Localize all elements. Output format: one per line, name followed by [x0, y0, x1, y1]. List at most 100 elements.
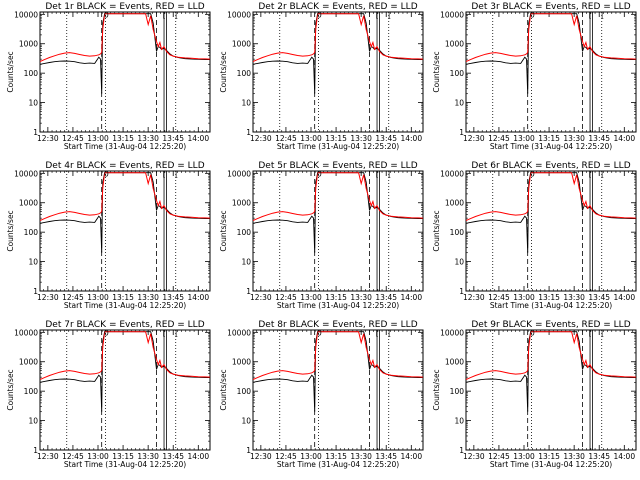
x-tick-label: 12:45 [62, 293, 84, 302]
x-tick-label: 13:30 [563, 293, 585, 302]
series-events [253, 331, 423, 412]
x-tick-label: 12:30 [37, 134, 59, 143]
x-tick-label: 13:15 [325, 293, 347, 302]
x-tick-label: 13:15 [112, 452, 134, 461]
y-tick-label: 100 [237, 387, 252, 396]
plot-frame [39, 170, 211, 292]
x-tick-label: 12:30 [250, 134, 272, 143]
x-tick-label: 12:30 [37, 293, 59, 302]
y-tick-label: 10000 [440, 169, 464, 178]
y-tick-label: 100 [24, 228, 39, 237]
x-tick-label: 12:45 [275, 134, 297, 143]
x-axis-label: Start Time (31-Aug-04 12:25:20) [490, 301, 612, 310]
series-lld [466, 331, 636, 380]
series-events [466, 13, 636, 94]
top-mark: [ [376, 10, 379, 19]
x-axis-label: Start Time (31-Aug-04 12:25:20) [277, 301, 399, 310]
x-tick-label: 13:30 [350, 452, 372, 461]
plot-frame [465, 170, 637, 292]
top-mark: 0 [530, 169, 535, 178]
top-mark: 0 [530, 328, 535, 337]
top-mark: 0 [104, 10, 109, 19]
top-mark: [ [175, 328, 178, 337]
top-mark: 0 [104, 328, 109, 337]
y-axis-label: Counts/sec [219, 369, 228, 410]
top-mark: [ [601, 10, 604, 19]
x-tick-label: 14:00 [613, 134, 635, 143]
x-tick-label: 12:45 [62, 452, 84, 461]
x-axis-label: Start Time (31-Aug-04 12:25:20) [490, 460, 612, 469]
y-tick-label: 10 [454, 258, 464, 267]
x-tick-label: 12:45 [488, 293, 510, 302]
y-tick-label: 1000 [445, 199, 464, 208]
x-tick-label: 13:30 [137, 293, 159, 302]
series-events [40, 172, 210, 253]
series-events [40, 13, 210, 94]
panel-title: Det 9r BLACK = Events, RED = LLD [471, 320, 630, 330]
x-tick-label: 13:00 [87, 293, 109, 302]
y-tick-label: 1 [33, 287, 38, 296]
plot-frame [252, 329, 424, 451]
panel-7: Det 7r BLACK = Events, RED = LLD 1 10 100 10… [6, 320, 211, 469]
y-axis-label: Counts/sec [6, 369, 15, 410]
x-tick-label: 14:00 [187, 134, 209, 143]
x-tick-label: 13:45 [162, 134, 184, 143]
plot-frame [465, 11, 637, 133]
top-mark: [ [589, 328, 592, 337]
y-tick-label: 10 [241, 258, 251, 267]
panel-9: Det 9r BLACK = Events, RED = LLD 1 10 100 10… [432, 320, 637, 469]
y-tick-label: 1 [246, 287, 251, 296]
x-tick-label: 13:45 [375, 134, 397, 143]
top-mark: [ [376, 328, 379, 337]
y-tick-label: 10000 [14, 169, 38, 178]
x-tick-label: 12:45 [488, 452, 510, 461]
y-tick-label: 1000 [445, 40, 464, 49]
series-events [253, 172, 423, 253]
panel-title: Det 1r BLACK = Events, RED = LLD [45, 2, 204, 12]
y-tick-label: 100 [237, 228, 252, 237]
x-tick-label: 14:00 [400, 452, 422, 461]
panel-4: Det 4r BLACK = Events, RED = LLD 1 10 100 10… [6, 161, 211, 310]
plot-frame [39, 11, 211, 133]
x-tick-label: 12:45 [62, 134, 84, 143]
series-lld [40, 13, 210, 62]
panel-title: Det 8r BLACK = Events, RED = LLD [258, 320, 417, 330]
y-tick-label: 100 [24, 69, 39, 78]
x-axis-label: Start Time (31-Aug-04 12:25:20) [277, 142, 399, 151]
y-tick-label: 100 [237, 69, 252, 78]
top-mark: 0 [317, 328, 322, 337]
panel-title: Det 7r BLACK = Events, RED = LLD [45, 320, 204, 330]
y-tick-label: 10 [28, 258, 38, 267]
panel-2: Det 2r BLACK = Events, RED = LLD 1 10 100 10… [219, 2, 424, 151]
top-mark: [ [163, 10, 166, 19]
panel-3: Det 3r BLACK = Events, RED = LLD 1 10 100 10… [432, 2, 637, 151]
x-tick-label: 13:30 [350, 134, 372, 143]
series-events [466, 172, 636, 253]
x-tick-label: 13:00 [87, 134, 109, 143]
x-tick-label: 12:30 [37, 452, 59, 461]
y-tick-label: 1000 [232, 40, 251, 49]
y-tick-label: 10 [241, 99, 251, 108]
x-tick-label: 14:00 [187, 452, 209, 461]
x-tick-label: 13:00 [300, 452, 322, 461]
x-tick-label: 14:00 [613, 293, 635, 302]
y-tick-label: 10000 [227, 169, 251, 178]
x-tick-label: 14:00 [187, 293, 209, 302]
series-events [466, 331, 636, 412]
x-tick-label: 13:15 [325, 452, 347, 461]
x-tick-label: 12:30 [463, 134, 485, 143]
x-tick-label: 13:15 [538, 293, 560, 302]
panel-title: Det 5r BLACK = Events, RED = LLD [258, 161, 417, 171]
x-tick-label: 13:15 [538, 452, 560, 461]
y-axis-label: Counts/sec [432, 369, 441, 410]
series-events [253, 13, 423, 94]
y-tick-label: 1000 [232, 199, 251, 208]
panel-title: Det 3r BLACK = Events, RED = LLD [471, 2, 630, 12]
top-mark: [ [388, 10, 391, 19]
y-tick-label: 1 [33, 128, 38, 137]
x-tick-label: 13:45 [588, 452, 610, 461]
top-mark: [ [175, 169, 178, 178]
y-tick-label: 10000 [14, 328, 38, 337]
x-tick-label: 13:45 [162, 293, 184, 302]
